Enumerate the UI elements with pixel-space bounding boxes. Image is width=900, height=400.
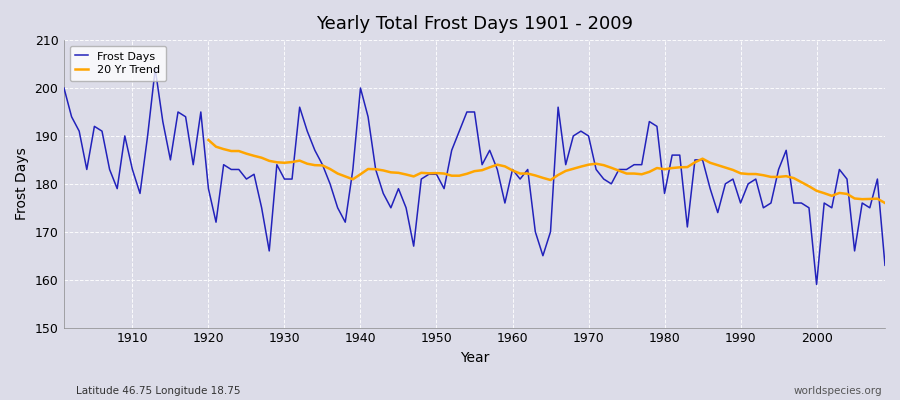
20 Yr Trend <box>850 196 860 201</box>
Frost Days <box>879 263 890 268</box>
Frost Days <box>606 182 616 186</box>
X-axis label: Year: Year <box>460 351 490 365</box>
20 Yr Trend <box>766 174 777 179</box>
Line: Frost Days: Frost Days <box>64 69 885 284</box>
Legend: Frost Days, 20 Yr Trend: Frost Days, 20 Yr Trend <box>69 46 166 81</box>
Frost Days <box>149 66 160 71</box>
Frost Days <box>515 177 526 182</box>
Title: Yearly Total Frost Days 1901 - 2009: Yearly Total Frost Days 1901 - 2009 <box>316 15 633 33</box>
Frost Days <box>507 167 517 172</box>
20 Yr Trend <box>409 174 419 179</box>
20 Yr Trend <box>674 165 685 170</box>
Frost Days <box>340 220 351 224</box>
Text: worldspecies.org: worldspecies.org <box>794 386 882 396</box>
20 Yr Trend <box>879 201 890 206</box>
Y-axis label: Frost Days: Frost Days <box>15 148 29 220</box>
20 Yr Trend <box>294 158 305 163</box>
Frost Days <box>120 134 130 138</box>
Frost Days <box>294 105 305 110</box>
Text: Latitude 46.75 Longitude 18.75: Latitude 46.75 Longitude 18.75 <box>76 386 241 396</box>
20 Yr Trend <box>781 174 792 178</box>
Frost Days <box>58 86 69 90</box>
Frost Days <box>811 282 822 287</box>
Line: 20 Yr Trend: 20 Yr Trend <box>209 140 885 203</box>
20 Yr Trend <box>203 138 214 142</box>
